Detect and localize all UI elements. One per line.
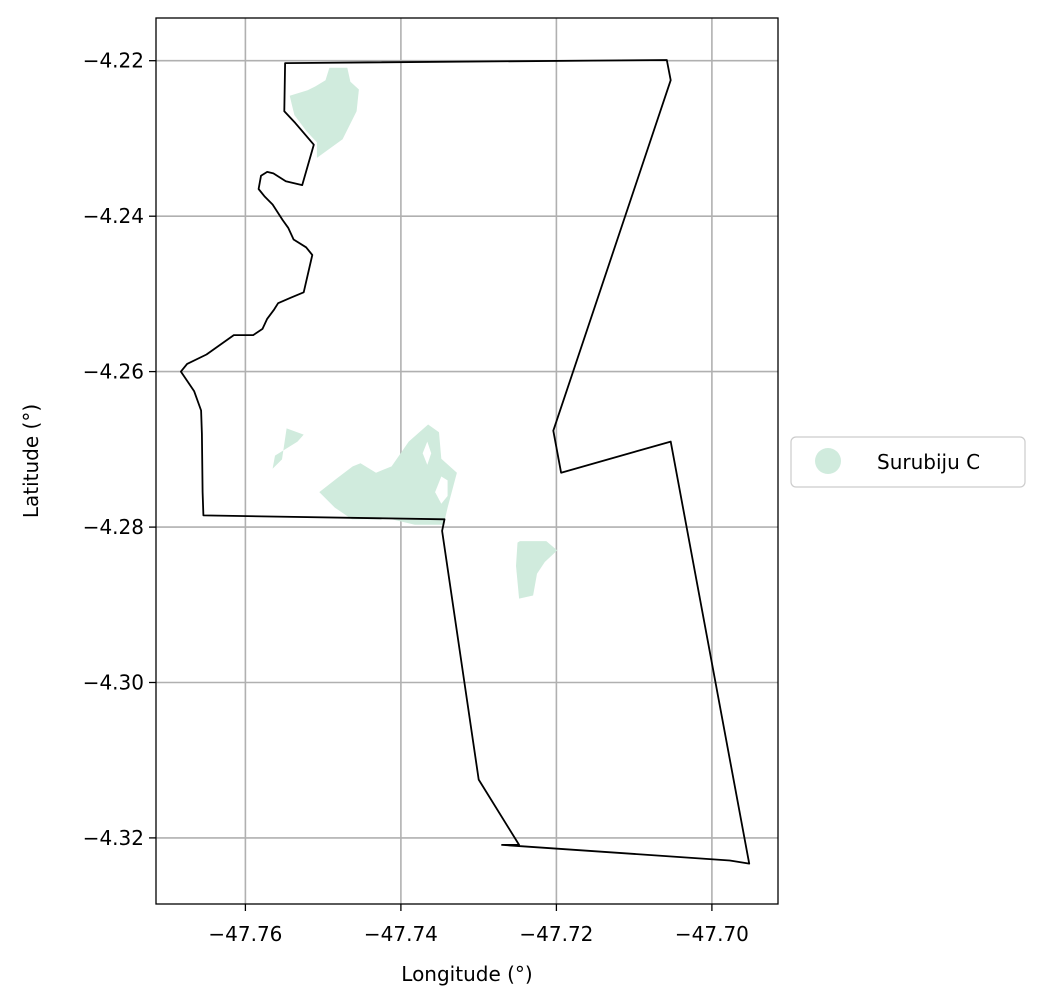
x-axis: −47.76 −47.74 −47.72 −47.70	[208, 904, 749, 946]
legend-marker	[815, 448, 841, 474]
boundary-outline	[179, 59, 751, 865]
y-tick-label: −4.22	[83, 49, 144, 73]
y-tick-label: −4.28	[83, 515, 144, 539]
y-axis-title: Latitude (°)	[19, 404, 43, 518]
y-tick-label: −4.32	[83, 826, 144, 850]
feature-layer	[272, 67, 558, 599]
x-tick-label: −47.74	[364, 922, 438, 946]
surubiju-c-area	[319, 424, 457, 525]
legend-frame	[790, 436, 1026, 488]
area-gap	[435, 476, 448, 504]
surubiju-c-area	[272, 428, 304, 469]
plot-frame	[155, 17, 779, 905]
y-tick-label: −4.26	[83, 360, 144, 384]
plot-background	[156, 18, 778, 904]
legend: Surubiju C	[790, 436, 1026, 488]
legend-label: Surubiju C	[877, 450, 980, 474]
y-tick-label: −4.24	[83, 204, 144, 228]
surubiju-c-area	[289, 67, 359, 158]
y-tick-label: −4.30	[83, 671, 144, 695]
plot-area	[155, 17, 779, 905]
x-axis-title: Longitude (°)	[401, 962, 532, 986]
x-tick-label: −47.72	[519, 922, 593, 946]
boundary-layer	[179, 59, 751, 865]
x-tick-label: −47.70	[675, 922, 749, 946]
y-axis: −4.22 −4.24 −4.26 −4.28 −4.30 −4.32	[83, 49, 156, 850]
x-tick-label: −47.76	[208, 922, 282, 946]
surubiju-c-area	[516, 541, 558, 599]
area-gap	[422, 441, 432, 465]
